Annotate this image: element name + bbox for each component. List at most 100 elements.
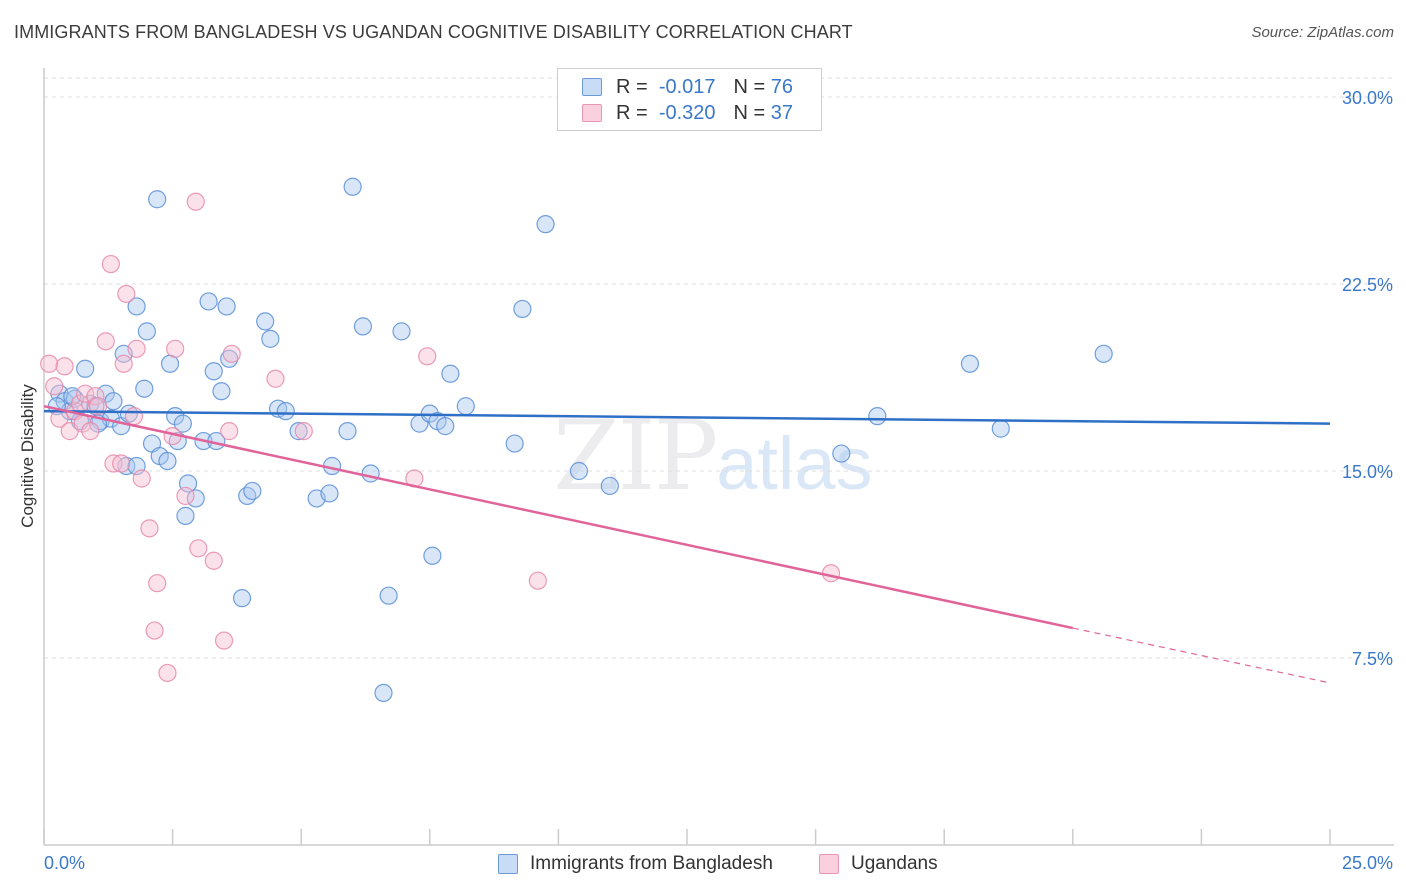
- ugandans-point: [104, 454, 123, 473]
- legend-item-bangladesh[interactable]: Immigrants from Bangladesh: [498, 850, 773, 878]
- source-label: Source: ZipAtlas.com: [1251, 24, 1394, 41]
- y-tick-label: 15.0%: [1342, 462, 1393, 482]
- bangladesh-legend-label: Immigrants from Bangladesh: [530, 853, 773, 874]
- bangladesh-point: [832, 444, 851, 463]
- ugandans-point: [222, 344, 241, 363]
- stats-legend-row-ugandans: R = -0.320 N = 37: [582, 101, 793, 125]
- ugandans-point: [140, 519, 159, 538]
- bangladesh-point: [569, 461, 589, 481]
- bangladesh-point: [243, 481, 262, 501]
- bangladesh-point: [361, 464, 380, 483]
- bangladesh-point: [217, 297, 236, 316]
- ugandans-point: [40, 354, 59, 373]
- y-tick-label: 30.0%: [1342, 88, 1393, 108]
- bangladesh-point: [76, 359, 95, 378]
- bangladesh-legend-swatch: [498, 854, 518, 874]
- bangladesh-point: [379, 586, 398, 605]
- ugandans-point: [158, 663, 177, 683]
- bangladesh-point: [1094, 344, 1113, 363]
- bangladesh-point: [513, 299, 532, 319]
- bangladesh-point: [135, 379, 154, 398]
- ugandans-point: [186, 192, 205, 211]
- chart-title: IMMIGRANTS FROM BANGLADESH VS UGANDAN CO…: [14, 22, 853, 42]
- bangladesh-point: [158, 451, 177, 471]
- y-axis-label: Cognitive Disability: [18, 384, 37, 528]
- bangladesh-point: [104, 392, 123, 411]
- bangladesh-point: [261, 329, 280, 348]
- ugandans-point: [55, 357, 74, 376]
- stats-legend: R = -0.017 N = 76 R = -0.320 N = 37: [557, 68, 822, 131]
- bangladesh-point: [232, 589, 252, 608]
- ugandans-point: [96, 332, 115, 351]
- bangladesh-point: [289, 422, 308, 441]
- bangladesh-point: [392, 322, 411, 341]
- bangladesh-point: [199, 292, 218, 311]
- ugandans-point: [124, 407, 144, 426]
- y-tick-label: 22.5%: [1342, 275, 1393, 295]
- bangladesh-point: [868, 407, 887, 426]
- bangladesh-point: [960, 354, 980, 373]
- bangladesh-point: [256, 312, 275, 331]
- legend-item-ugandans[interactable]: Ugandans: [819, 850, 938, 878]
- ugandans-point: [189, 539, 208, 558]
- bangladesh-point: [374, 683, 393, 703]
- n-value: 37: [770, 101, 794, 124]
- ugandans-point: [81, 422, 100, 441]
- bangladesh-point: [536, 215, 555, 234]
- bangladesh-point: [320, 484, 339, 503]
- ugandans-point: [112, 454, 131, 473]
- n-label: N =: [733, 101, 766, 124]
- ugandans-point: [821, 564, 841, 583]
- r-label: R =: [616, 75, 648, 98]
- ugandans-point: [204, 551, 223, 570]
- bangladesh-trend-line: [43, 409, 1331, 425]
- ugandans-point: [45, 377, 64, 396]
- bangladesh-point: [436, 417, 455, 436]
- bangladesh-point: [173, 414, 192, 433]
- bangladesh-point: [353, 317, 373, 336]
- watermark-atlas: atlas: [716, 422, 873, 505]
- ugandans-point: [166, 339, 185, 358]
- bangladesh-point: [137, 322, 156, 341]
- ugandans-point: [220, 422, 239, 441]
- ugandans-point: [418, 347, 437, 366]
- bangladesh-point: [423, 546, 442, 565]
- bangladesh-point: [127, 297, 146, 316]
- stats-legend-row-bangladesh: R = -0.017 N = 76: [582, 75, 793, 99]
- ugandans-legend-label: Ugandans: [851, 853, 938, 874]
- ugandans-point: [114, 354, 133, 373]
- ugandans-trend-extension: [1072, 627, 1331, 684]
- x-tick-label: 0.0%: [44, 853, 85, 873]
- r-value: -0.017: [658, 75, 716, 98]
- ugandans-trend-line: [43, 404, 1074, 630]
- ugandans-point: [528, 571, 547, 590]
- bangladesh-point: [600, 476, 619, 496]
- n-label: N =: [733, 75, 766, 98]
- bangladesh-point: [441, 364, 460, 383]
- ugandans-point: [117, 284, 136, 304]
- bangladesh-point: [212, 382, 231, 401]
- bangladesh-point: [204, 362, 223, 381]
- ugandans-point: [148, 574, 167, 593]
- bangladesh-point: [505, 434, 524, 453]
- bangladesh-point: [276, 402, 295, 421]
- ugandans-point: [132, 469, 151, 488]
- bangladesh-point: [220, 349, 239, 368]
- bangladesh-point: [456, 397, 475, 416]
- ugandans-point: [266, 369, 285, 388]
- ugandans-point: [176, 486, 195, 506]
- n-value: 76: [770, 75, 794, 98]
- bangladesh-point: [148, 190, 167, 209]
- bangladesh-point: [176, 506, 195, 525]
- y-tick-label: 7.5%: [1352, 649, 1393, 669]
- ugandans-point: [214, 631, 234, 650]
- ugandans-point: [294, 422, 313, 441]
- x-tick-label: 25.0%: [1342, 853, 1393, 873]
- ugandans-swatch: [582, 104, 602, 122]
- bangladesh-point: [991, 419, 1010, 438]
- bangladesh-point: [338, 422, 357, 441]
- bangladesh-point: [238, 486, 257, 506]
- ugandans-legend-swatch: [819, 854, 839, 874]
- ugandans-point: [145, 621, 164, 640]
